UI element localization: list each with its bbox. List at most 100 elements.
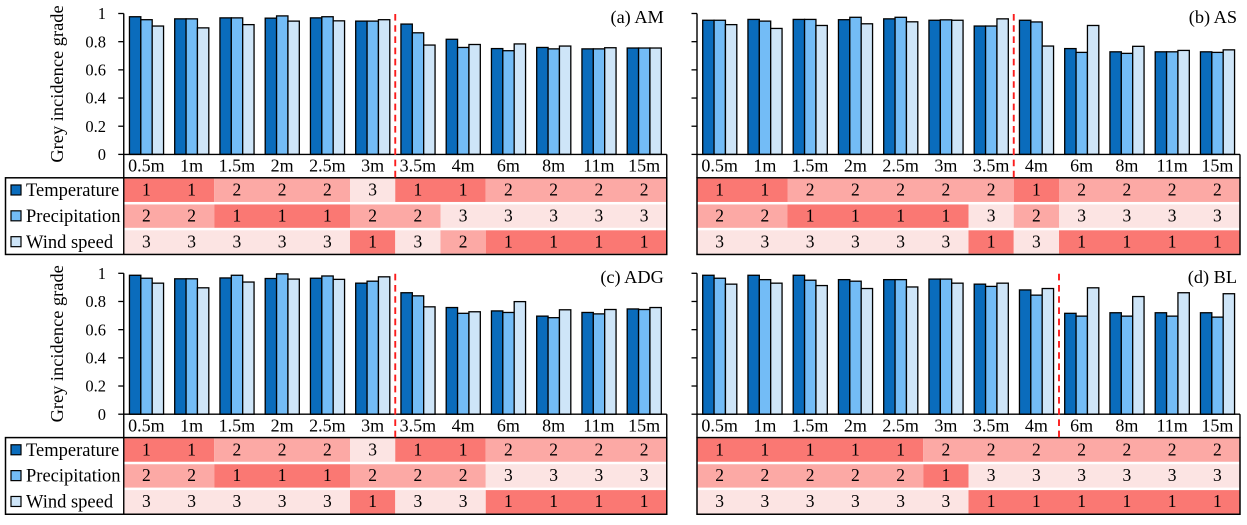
svg-text:3: 3 xyxy=(595,465,604,485)
svg-text:0.6: 0.6 xyxy=(85,320,106,339)
svg-text:1: 1 xyxy=(187,180,196,200)
svg-text:15m: 15m xyxy=(628,156,660,176)
svg-text:2: 2 xyxy=(368,205,377,225)
svg-text:1: 1 xyxy=(806,205,815,225)
svg-text:2.5m: 2.5m xyxy=(882,416,919,436)
svg-text:0.8: 0.8 xyxy=(85,32,106,51)
svg-text:1: 1 xyxy=(549,231,558,251)
svg-text:2: 2 xyxy=(368,465,377,485)
svg-text:1: 1 xyxy=(595,491,604,511)
svg-text:3: 3 xyxy=(233,491,242,511)
svg-text:2: 2 xyxy=(1123,439,1132,459)
svg-text:2: 2 xyxy=(595,439,604,459)
svg-text:3: 3 xyxy=(368,180,377,200)
svg-text:3: 3 xyxy=(987,465,996,485)
svg-text:1: 1 xyxy=(761,439,770,459)
svg-text:2: 2 xyxy=(896,180,905,200)
svg-text:1: 1 xyxy=(942,465,951,485)
svg-text:1m: 1m xyxy=(180,156,203,176)
svg-text:2: 2 xyxy=(987,180,996,200)
svg-text:8m: 8m xyxy=(542,156,565,176)
svg-text:3: 3 xyxy=(715,491,724,511)
svg-text:1m: 1m xyxy=(753,156,776,176)
svg-text:2: 2 xyxy=(896,465,905,485)
svg-text:15m: 15m xyxy=(1201,416,1233,436)
svg-text:1: 1 xyxy=(1123,231,1132,251)
svg-text:0: 0 xyxy=(98,405,106,424)
svg-text:1: 1 xyxy=(459,439,468,459)
svg-text:0.6: 0.6 xyxy=(85,60,106,79)
svg-text:0.8: 0.8 xyxy=(85,292,106,311)
svg-text:2: 2 xyxy=(851,465,860,485)
svg-text:1.5m: 1.5m xyxy=(219,156,256,176)
svg-text:2: 2 xyxy=(761,205,770,225)
svg-text:1: 1 xyxy=(142,180,151,200)
svg-text:Precipitation: Precipitation xyxy=(26,207,121,227)
svg-text:3: 3 xyxy=(640,205,649,225)
svg-text:1: 1 xyxy=(278,205,287,225)
svg-text:3: 3 xyxy=(504,205,513,225)
svg-text:2: 2 xyxy=(761,465,770,485)
svg-text:(a) AM: (a) AM xyxy=(610,7,663,28)
svg-text:3: 3 xyxy=(549,465,558,485)
svg-text:1: 1 xyxy=(549,491,558,511)
svg-text:6m: 6m xyxy=(497,416,520,436)
svg-text:3: 3 xyxy=(549,205,558,225)
svg-text:2: 2 xyxy=(1213,180,1222,200)
svg-text:0.4: 0.4 xyxy=(85,348,106,367)
svg-text:1: 1 xyxy=(233,205,242,225)
svg-text:Temperature: Temperature xyxy=(26,441,119,461)
svg-text:1: 1 xyxy=(1168,231,1177,251)
svg-text:2: 2 xyxy=(942,439,951,459)
svg-text:6m: 6m xyxy=(497,156,520,176)
svg-text:3: 3 xyxy=(142,491,151,511)
svg-text:2: 2 xyxy=(1213,439,1222,459)
svg-text:2: 2 xyxy=(459,231,468,251)
svg-text:2: 2 xyxy=(187,465,196,485)
svg-text:3.5m: 3.5m xyxy=(973,416,1010,436)
svg-text:1: 1 xyxy=(640,491,649,511)
svg-text:1: 1 xyxy=(368,231,377,251)
svg-text:Grey incidence grade: Grey incidence grade xyxy=(47,5,67,162)
svg-text:8m: 8m xyxy=(1115,416,1138,436)
svg-text:3: 3 xyxy=(1077,465,1086,485)
svg-text:1: 1 xyxy=(1168,491,1177,511)
svg-text:2: 2 xyxy=(323,180,332,200)
svg-text:2: 2 xyxy=(715,205,724,225)
svg-text:1.5m: 1.5m xyxy=(219,416,256,436)
svg-text:1: 1 xyxy=(1213,491,1222,511)
svg-text:2: 2 xyxy=(595,180,604,200)
svg-text:2: 2 xyxy=(640,439,649,459)
svg-text:3m: 3m xyxy=(934,156,957,176)
svg-text:3: 3 xyxy=(187,231,196,251)
svg-text:2: 2 xyxy=(549,180,558,200)
svg-text:4m: 4m xyxy=(1025,416,1048,436)
svg-text:3.5m: 3.5m xyxy=(973,156,1010,176)
svg-text:1: 1 xyxy=(595,231,604,251)
svg-text:3: 3 xyxy=(851,231,860,251)
svg-text:2: 2 xyxy=(142,205,151,225)
svg-text:(d) BL: (d) BL xyxy=(1188,267,1237,288)
svg-text:3: 3 xyxy=(233,231,242,251)
svg-text:2: 2 xyxy=(1032,439,1041,459)
svg-text:2: 2 xyxy=(504,180,513,200)
svg-text:2: 2 xyxy=(414,205,423,225)
svg-text:2: 2 xyxy=(504,439,513,459)
svg-text:2m: 2m xyxy=(271,156,294,176)
svg-text:1.5m: 1.5m xyxy=(792,416,829,436)
svg-text:2: 2 xyxy=(459,465,468,485)
svg-text:2: 2 xyxy=(1077,439,1086,459)
svg-text:1: 1 xyxy=(1213,231,1222,251)
svg-text:3: 3 xyxy=(761,491,770,511)
svg-text:1: 1 xyxy=(1077,231,1086,251)
svg-text:2: 2 xyxy=(806,465,815,485)
svg-text:Wind speed: Wind speed xyxy=(26,233,114,253)
svg-text:3: 3 xyxy=(1032,231,1041,251)
svg-text:1: 1 xyxy=(987,231,996,251)
svg-text:3: 3 xyxy=(595,205,604,225)
svg-text:3: 3 xyxy=(459,205,468,225)
svg-text:1: 1 xyxy=(1032,491,1041,511)
svg-text:6m: 6m xyxy=(1070,156,1093,176)
svg-text:3: 3 xyxy=(942,231,951,251)
svg-text:1: 1 xyxy=(233,465,242,485)
